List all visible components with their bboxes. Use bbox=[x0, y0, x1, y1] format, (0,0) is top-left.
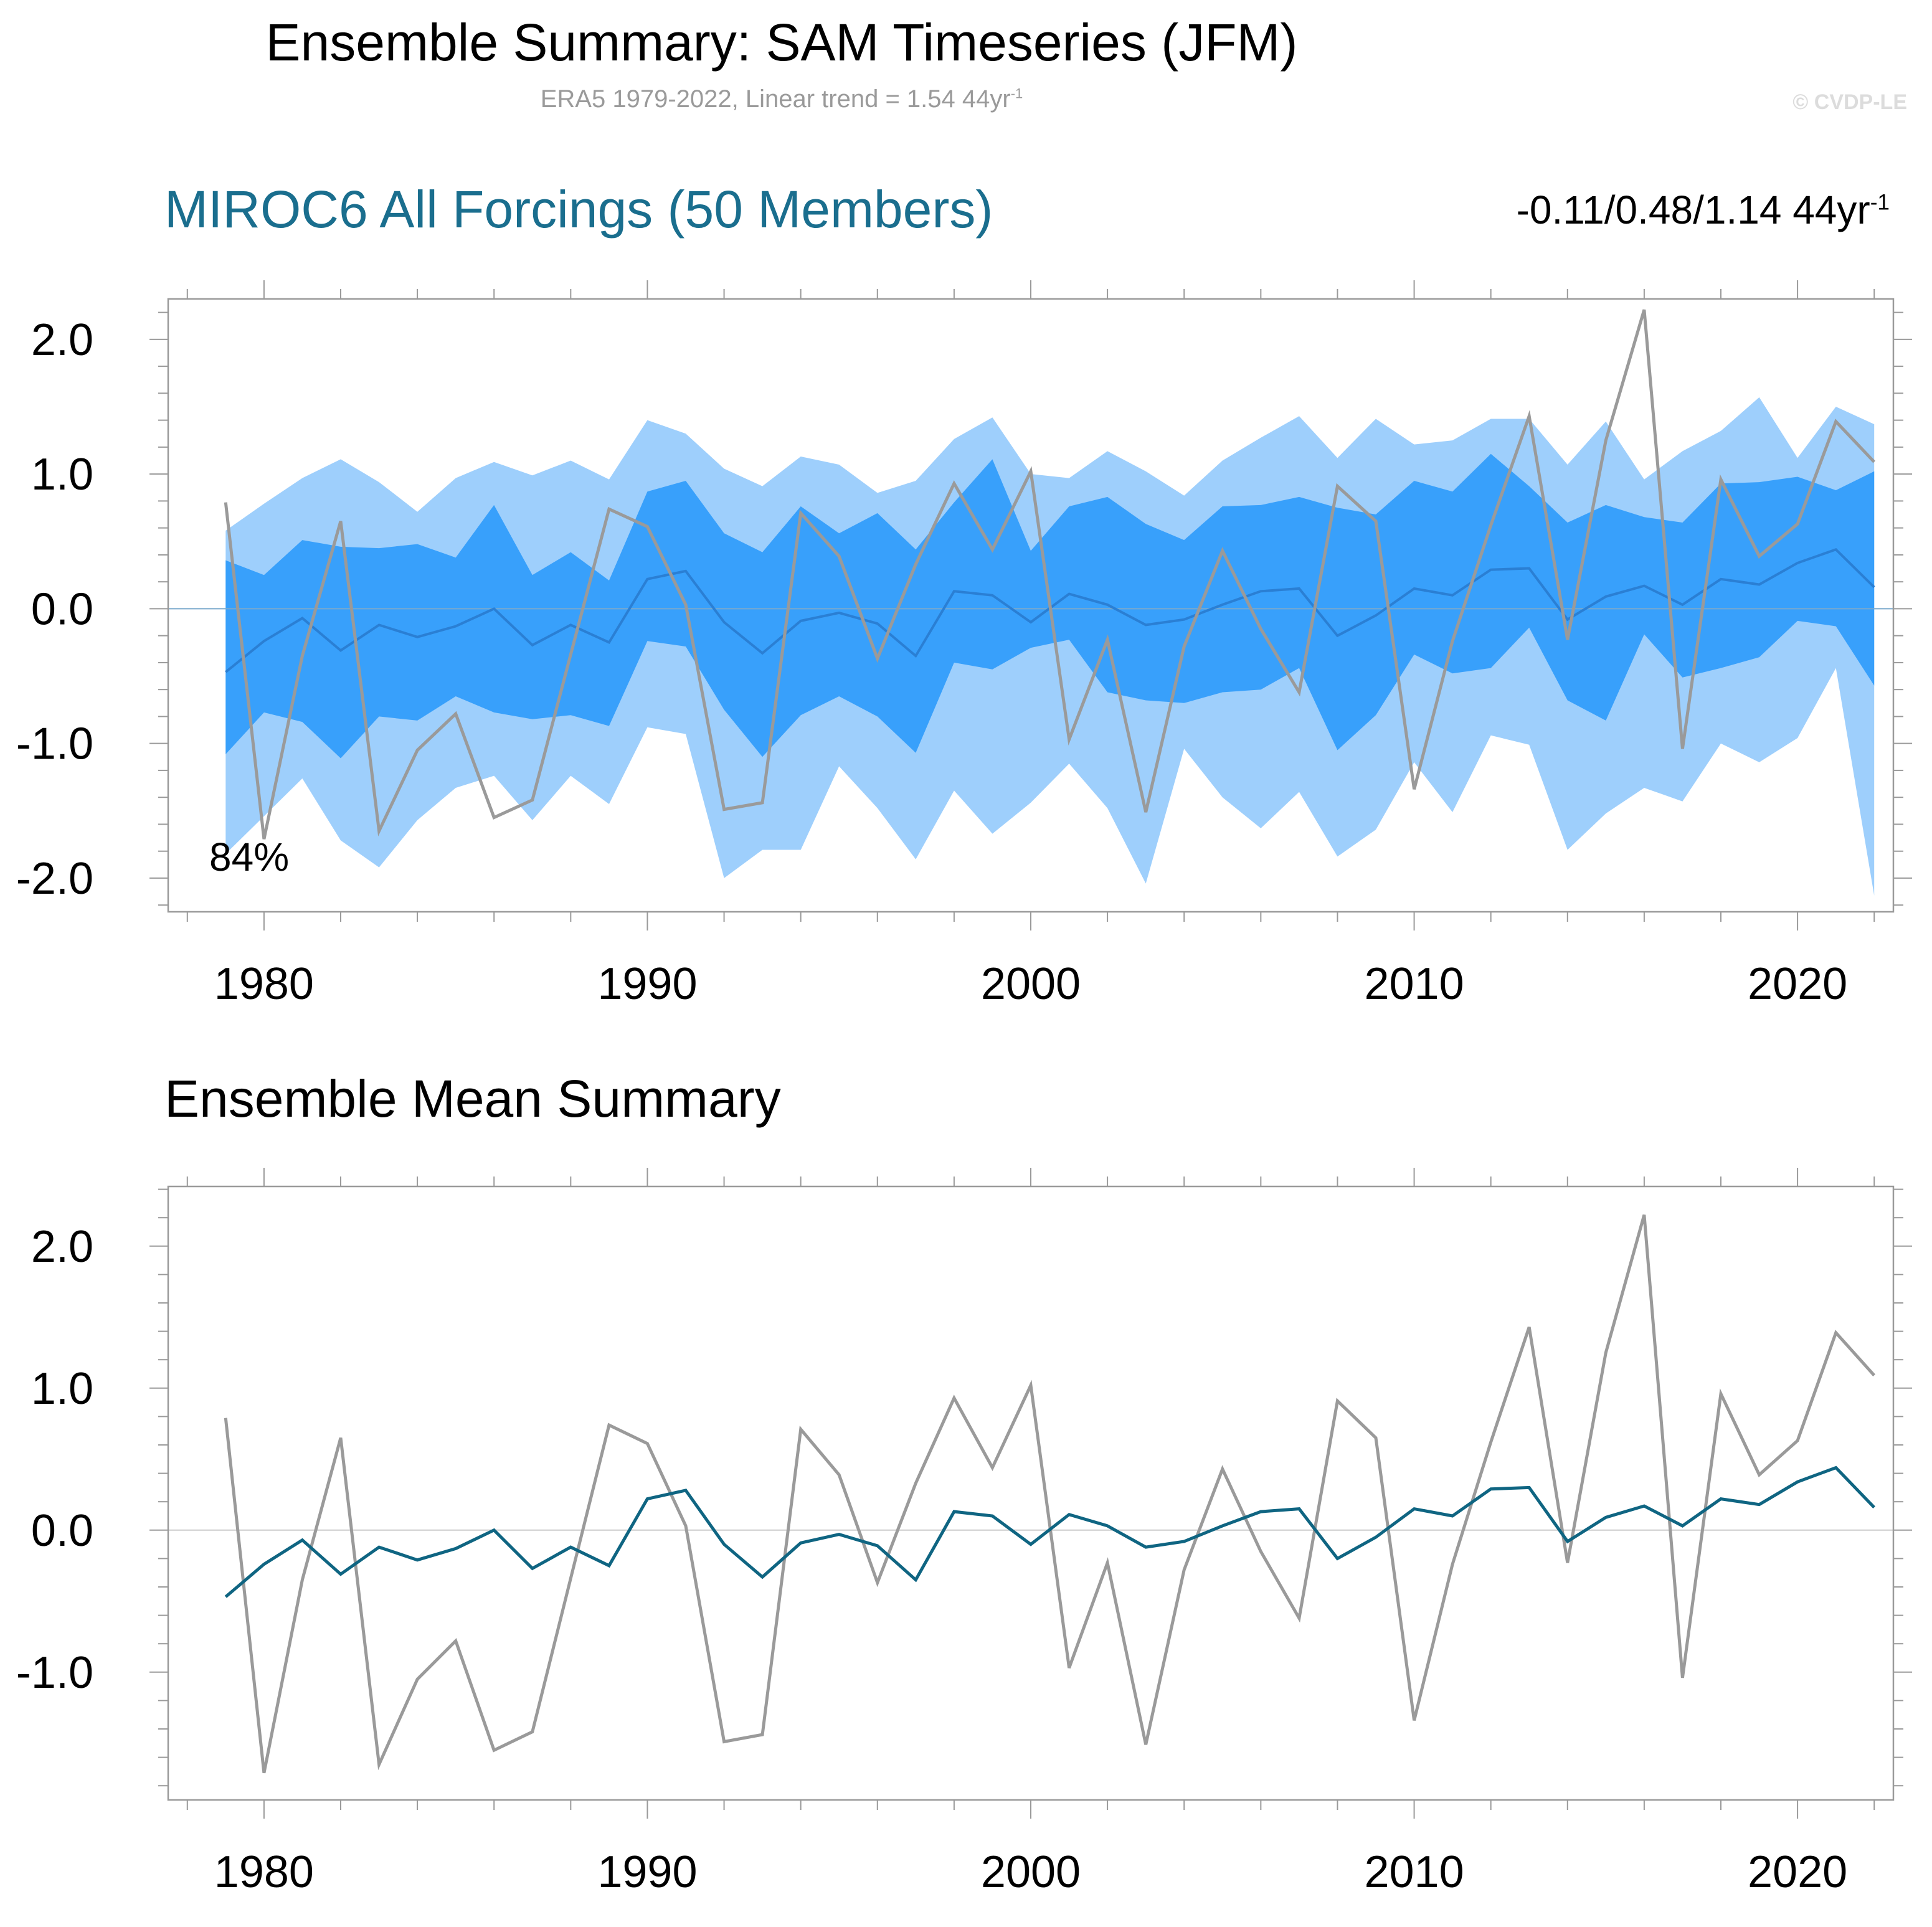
panel2-chart: 1980 1990 2000 2010 2020 -1.0 0.0 1.0 2.0 bbox=[16, 1168, 1912, 1897]
main-title: Ensemble Summary: SAM Timeseries (JFM) bbox=[265, 13, 1298, 72]
p2-plot-frame bbox=[167, 1185, 1895, 1801]
p1-xtick-label: 2020 bbox=[1748, 959, 1847, 1009]
p1-ytick-label: 2.0 bbox=[31, 315, 93, 365]
p2-ytick-label: 2.0 bbox=[31, 1222, 93, 1272]
p2-xtick-label: 2020 bbox=[1748, 1847, 1847, 1897]
p1-xtick-label: 2000 bbox=[981, 959, 1081, 1009]
p2-ytick-label: 1.0 bbox=[31, 1364, 93, 1414]
p2-observations-line bbox=[224, 1214, 1876, 1774]
p2-xtick-label: 2000 bbox=[981, 1847, 1081, 1897]
p2-xtick-label: 1980 bbox=[214, 1847, 314, 1897]
p2-ytick-label: -1.0 bbox=[16, 1648, 93, 1698]
panel1-percent-annotation: 84% bbox=[209, 835, 289, 879]
p1-ytick-label: 1.0 bbox=[31, 450, 93, 500]
p1-observations-line bbox=[224, 309, 1876, 840]
p2-ensemble-mean-line bbox=[224, 1465, 1875, 1598]
p1-ytick-label: -2.0 bbox=[16, 854, 93, 904]
panel1-chart: 1980 1990 2000 2010 2020 -2.0 -1.0 0.0 1.0 2.0 bbox=[16, 280, 1912, 1009]
panel2-title: Ensemble Mean Summary bbox=[164, 1069, 781, 1128]
subtitle-text: ERA5 1979-2022, Linear trend = 1.54 44yr bbox=[540, 85, 1011, 113]
p1-ytick-label: -1.0 bbox=[16, 719, 93, 769]
p1-xtick-label: 1980 bbox=[214, 959, 314, 1009]
p2-xtick-label: 1990 bbox=[597, 1847, 697, 1897]
panel1-trend-stats: -0.11/0.48/1.14 44yr-1 bbox=[1517, 187, 1890, 233]
panel1-title: MIROC6 All Forcings (50 Members) bbox=[164, 180, 993, 239]
p2-ytick-label: 0.0 bbox=[31, 1506, 93, 1556]
watermark: © CVDP-LE bbox=[1792, 90, 1907, 114]
subtitle-superscript: -1 bbox=[1010, 85, 1023, 102]
panel1-stats-superscript: -1 bbox=[1870, 190, 1890, 215]
p2-xtick-label: 2010 bbox=[1364, 1847, 1464, 1897]
subtitle: ERA5 1979-2022, Linear trend = 1.54 44yr… bbox=[0, 85, 1563, 113]
p1-xtick-label: 1990 bbox=[597, 959, 697, 1009]
panel1-stats-text: -0.11/0.48/1.14 44yr bbox=[1516, 187, 1870, 232]
p1-ytick-label: 0.0 bbox=[31, 584, 93, 634]
p1-xtick-label: 2010 bbox=[1364, 959, 1464, 1009]
